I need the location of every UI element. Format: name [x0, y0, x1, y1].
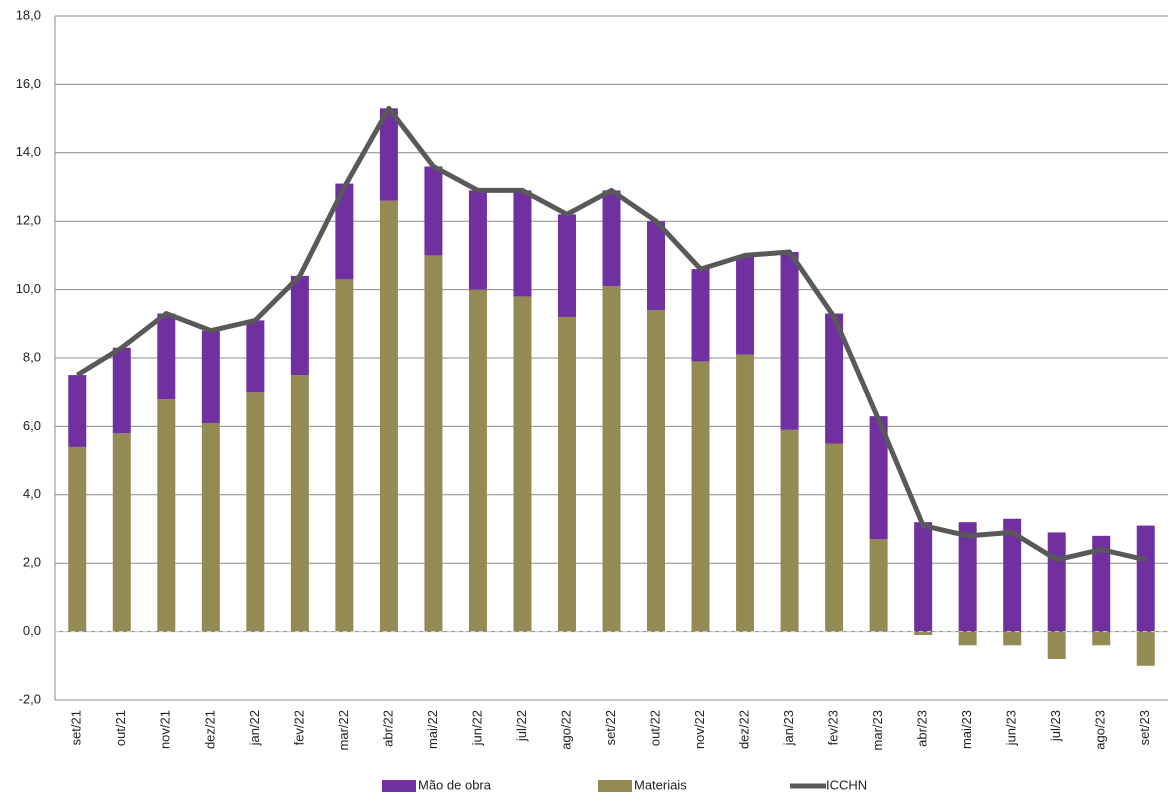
bar	[513, 296, 532, 632]
x-tick-label: jun/22	[469, 710, 484, 746]
x-tick-label: nov/22	[692, 710, 707, 749]
bar	[513, 190, 532, 297]
bar	[958, 522, 977, 632]
bar	[468, 190, 487, 290]
x-tick-label: jul/22	[514, 710, 529, 742]
bar	[1136, 631, 1155, 666]
x-tick-label: jul/23	[1048, 710, 1063, 742]
bar	[602, 190, 621, 287]
bar	[647, 310, 666, 632]
bar	[691, 361, 710, 632]
bar	[1047, 532, 1066, 632]
x-tick-label: set/22	[603, 710, 618, 745]
x-tick-label: fev/22	[291, 710, 306, 745]
bar	[869, 539, 888, 632]
legend-swatch	[598, 780, 632, 792]
x-tick-label: nov/21	[158, 710, 173, 749]
bar	[1003, 518, 1022, 632]
bar	[424, 166, 443, 256]
bar	[468, 289, 487, 632]
y-tick-label: 2,0	[23, 555, 41, 570]
legend-swatch	[382, 780, 416, 792]
bar	[780, 429, 799, 632]
bar	[68, 446, 87, 632]
y-tick-label: 8,0	[23, 349, 41, 364]
legend-label: ICCHN	[826, 777, 867, 792]
bar	[112, 347, 131, 434]
y-tick-label: 4,0	[23, 486, 41, 501]
x-tick-label: fev/23	[826, 710, 841, 745]
bar	[602, 286, 621, 632]
x-tick-label: dez/21	[202, 710, 217, 749]
bar	[1092, 631, 1111, 646]
bar	[290, 275, 309, 376]
bar	[557, 316, 576, 632]
x-tick-label: ago/23	[1093, 710, 1108, 750]
bar	[825, 313, 844, 444]
bar	[246, 320, 265, 393]
line	[75, 105, 1147, 563]
bar	[780, 251, 799, 430]
x-tick-label: out/21	[113, 710, 128, 746]
x-tick-label: mai/23	[959, 710, 974, 749]
x-tick-label: out/22	[647, 710, 662, 746]
bar	[914, 522, 933, 632]
x-tick-label: abr/23	[915, 710, 930, 747]
x-tick-label: jun/23	[1004, 710, 1019, 746]
bar	[647, 221, 666, 311]
bar	[379, 200, 398, 632]
x-tick-label: mai/22	[425, 710, 440, 749]
bar	[1047, 631, 1066, 659]
legend-label: Materiais	[634, 777, 687, 792]
x-tick-label: dez/22	[736, 710, 751, 749]
x-tick-label: ago/22	[558, 710, 573, 750]
bar	[1136, 525, 1155, 632]
x-tick-label: mar/23	[870, 710, 885, 750]
bar	[914, 631, 933, 636]
bar	[201, 330, 220, 423]
legend-label: Mão de obra	[418, 777, 492, 792]
x-tick-label: mar/22	[336, 710, 351, 750]
bar	[1003, 631, 1022, 646]
bar	[335, 279, 354, 632]
y-tick-label: 0,0	[23, 623, 41, 638]
x-tick-label: set/23	[1137, 710, 1152, 745]
bar	[424, 255, 443, 632]
x-tick-label: set/21	[69, 710, 84, 745]
bar	[691, 269, 710, 362]
y-tick-label: 6,0	[23, 418, 41, 433]
bar	[379, 108, 398, 201]
bar	[557, 214, 576, 317]
x-tick-label: jan/22	[247, 710, 262, 746]
bar	[290, 375, 309, 632]
y-tick-label: 12,0	[16, 213, 41, 228]
bar	[736, 255, 755, 355]
y-tick-label: 16,0	[16, 76, 41, 91]
bar	[1092, 535, 1111, 632]
bar	[201, 422, 220, 632]
bar	[157, 313, 176, 400]
y-tick-label: 14,0	[16, 144, 41, 159]
bar	[157, 399, 176, 632]
bar	[736, 354, 755, 632]
bar	[68, 375, 87, 447]
y-tick-label: -2,0	[19, 691, 41, 706]
bar	[112, 433, 131, 632]
bar	[825, 443, 844, 632]
bar	[958, 631, 977, 646]
x-tick-label: abr/22	[380, 710, 395, 747]
x-tick-label: jan/23	[781, 710, 796, 746]
bar	[335, 183, 354, 280]
y-tick-label: 18,0	[16, 7, 41, 22]
bar	[869, 416, 888, 540]
bar	[246, 392, 265, 632]
y-tick-label: 10,0	[16, 281, 41, 296]
